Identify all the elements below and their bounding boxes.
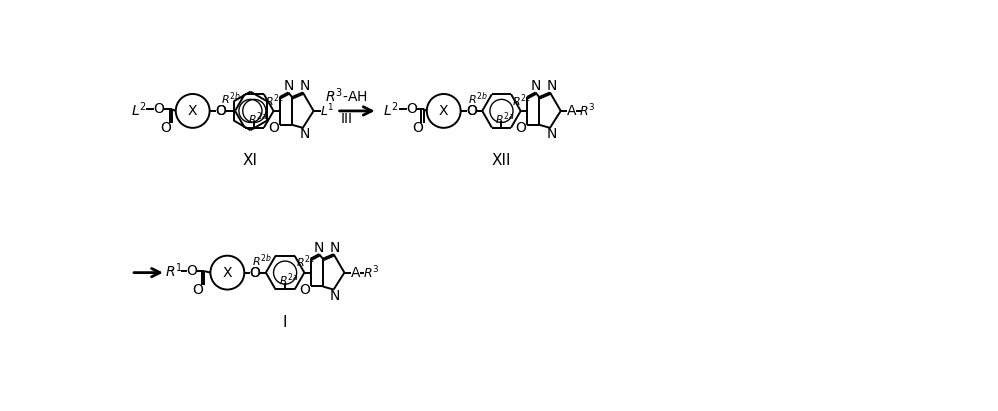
Text: O: O [187, 264, 198, 278]
Text: O: O [250, 266, 260, 279]
Text: X: X [188, 104, 198, 118]
Text: N: N [530, 79, 541, 93]
Text: $R^{2b}$: $R^{2b}$ [251, 252, 271, 269]
Text: N: N [546, 79, 557, 93]
Text: O: O [215, 104, 226, 118]
Text: O: O [412, 121, 423, 135]
Text: O: O [466, 104, 477, 118]
Text: O: O [268, 121, 279, 135]
Text: $R^{2c}$: $R^{2c}$ [264, 92, 284, 109]
Text: O: O [466, 104, 477, 118]
Text: XI: XI [243, 153, 257, 169]
Text: $R^{1}$: $R^{1}$ [165, 262, 183, 280]
Text: A: A [350, 266, 360, 279]
Text: N: N [299, 127, 309, 141]
Text: O: O [215, 104, 226, 118]
Text: O: O [154, 102, 165, 116]
Text: $L^{2}$: $L^{2}$ [131, 100, 147, 119]
Text: XII: XII [492, 153, 511, 169]
Text: N: N [299, 79, 309, 93]
Text: $R^{2c}$: $R^{2c}$ [295, 254, 315, 270]
Text: O: O [515, 121, 526, 135]
Text: $L^{2}$: $L^{2}$ [383, 100, 399, 119]
Text: N: N [314, 241, 324, 255]
Text: $R^{2b}$: $R^{2b}$ [468, 90, 488, 107]
Text: O: O [193, 282, 204, 297]
Text: N: N [283, 79, 293, 93]
Text: X: X [439, 104, 448, 118]
Text: $R^{2b}$: $R^{2b}$ [221, 90, 241, 107]
Text: O: O [250, 266, 260, 279]
Text: N: N [330, 241, 340, 255]
Text: I: I [282, 315, 287, 330]
Text: A: A [567, 104, 576, 118]
Text: N: N [330, 289, 340, 303]
Text: N: N [546, 127, 557, 141]
Text: X: X [223, 266, 233, 279]
Text: O: O [299, 282, 309, 297]
Text: $R^{3}$-AH: $R^{3}$-AH [325, 86, 368, 105]
Text: $R^{2a}$: $R^{2a}$ [249, 110, 268, 127]
Text: $R^{2c}$: $R^{2c}$ [512, 92, 532, 109]
Text: $L^{1}$: $L^{1}$ [320, 103, 334, 119]
Text: $R^{3}$: $R^{3}$ [580, 103, 596, 119]
Text: III: III [340, 112, 352, 126]
Text: O: O [406, 102, 417, 116]
Text: $R^{2a}$: $R^{2a}$ [495, 110, 515, 127]
Text: O: O [161, 121, 172, 135]
Text: $R^{3}$: $R^{3}$ [363, 264, 379, 281]
Text: $R^{2a}$: $R^{2a}$ [279, 272, 298, 289]
